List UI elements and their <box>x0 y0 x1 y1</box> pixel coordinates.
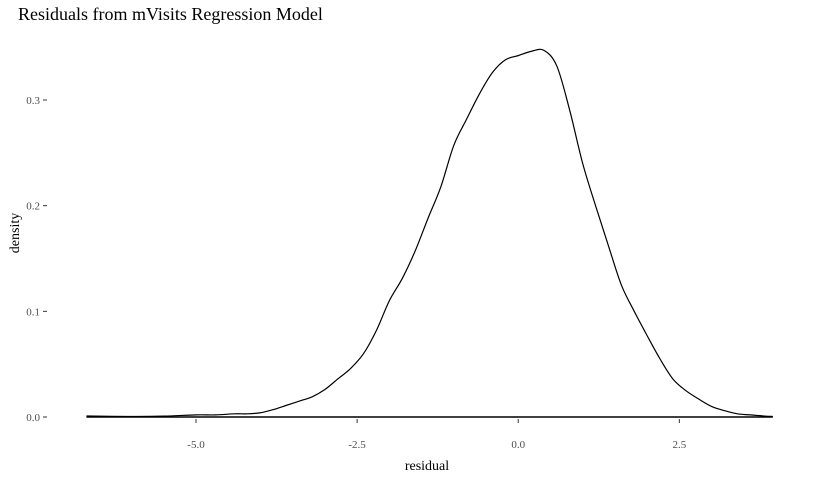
x-tick-label: 0.0 <box>511 439 525 451</box>
y-tick-label: 0.1 <box>26 306 40 318</box>
chart-title: Residuals from mVisits Regression Model <box>18 4 323 24</box>
y-axis-title: density <box>8 213 23 253</box>
density-curve <box>86 48 773 418</box>
x-tick-label: 2.5 <box>672 439 686 451</box>
y-tick-label: 0.2 <box>26 201 40 213</box>
y-tick-label: 0.3 <box>26 95 40 107</box>
y-axis: 0.0 0.1 0.2 0.3 <box>26 95 47 424</box>
x-tick-label: -2.5 <box>348 439 366 451</box>
plot-area <box>86 48 773 418</box>
x-tick-label: -5.0 <box>187 439 205 451</box>
x-axis-title: residual <box>405 459 449 474</box>
y-tick-label: 0.0 <box>26 412 40 424</box>
x-axis: -5.0 -2.5 0.0 2.5 <box>187 419 687 451</box>
